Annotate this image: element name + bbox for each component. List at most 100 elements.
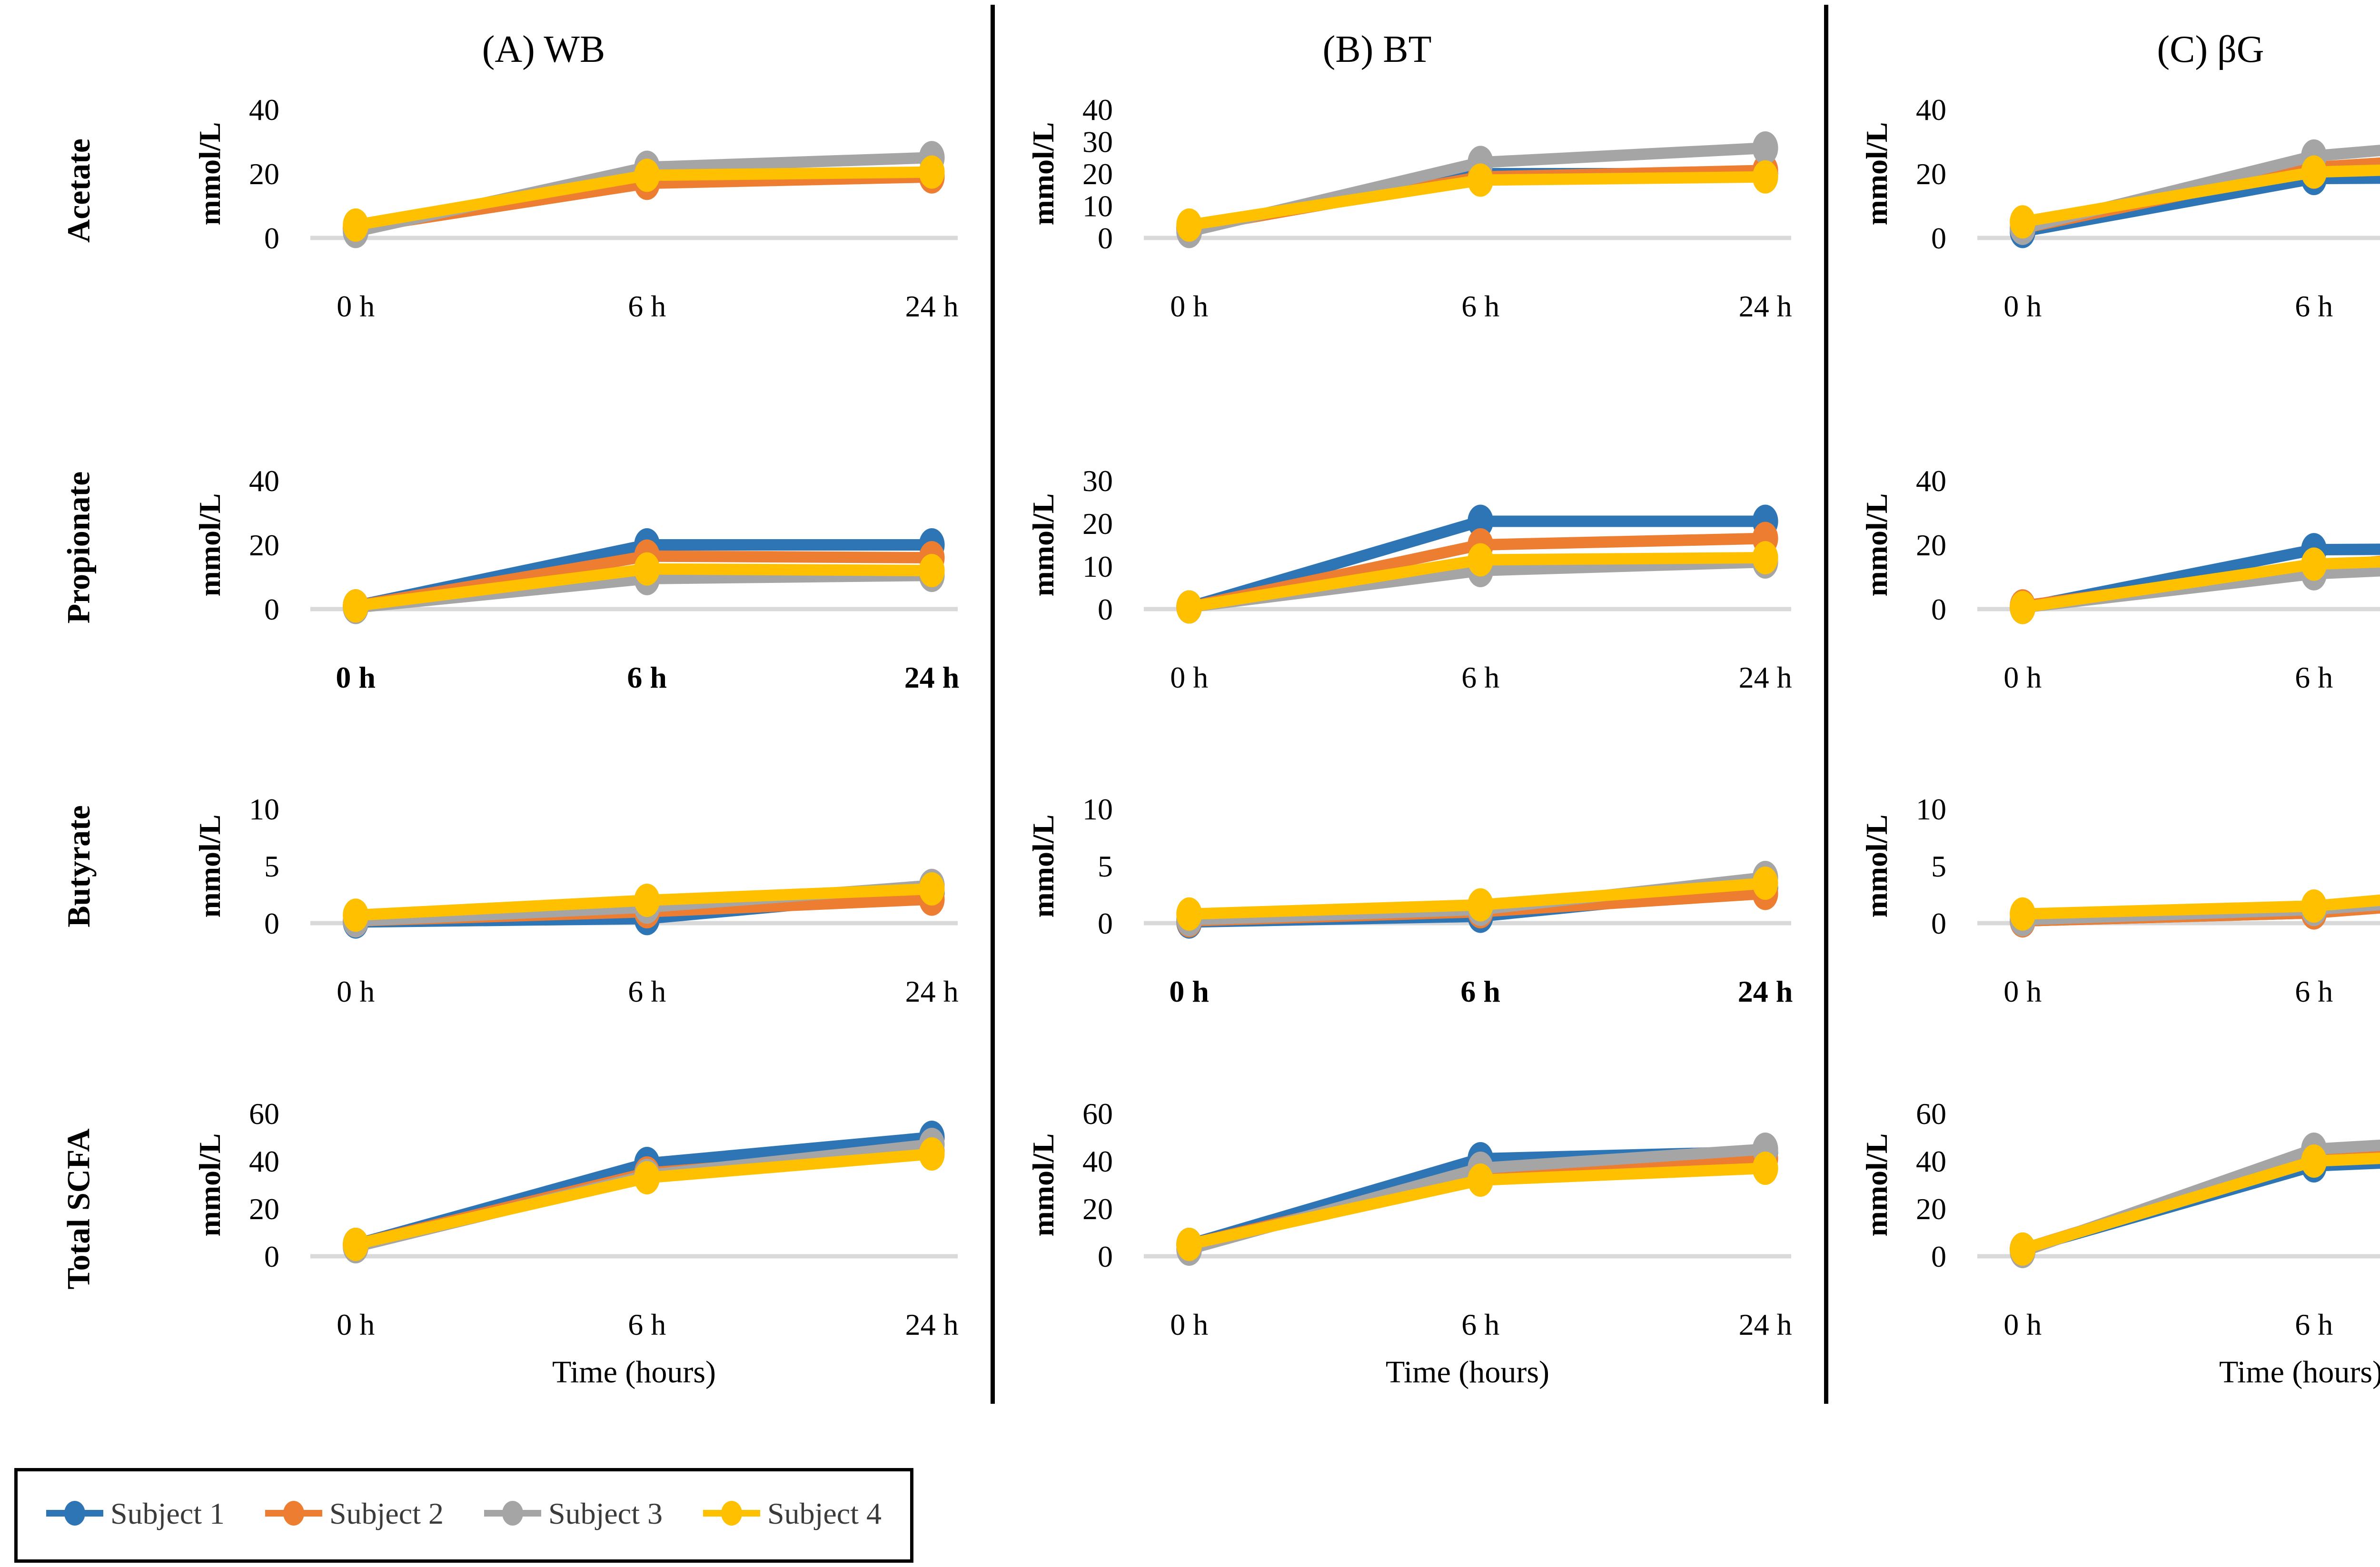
legend-label: Subject 3 <box>548 1497 663 1530</box>
y-tick-label: 20 <box>1916 1192 1946 1226</box>
series-marker-subject-4 <box>1176 590 1202 624</box>
x-tick-label: 6 h <box>628 1308 666 1341</box>
series-marker-subject-4 <box>634 158 660 192</box>
y-axis-label: mmol/L <box>1026 493 1060 597</box>
legend-canvas: Subject 1 Subject 2 Subject 3 Subject 4 <box>46 1497 882 1530</box>
row-label-text: Total SCFA <box>60 1128 97 1290</box>
y-axis-label: mmol/L <box>193 815 227 918</box>
series-marker-subject-4 <box>634 884 660 917</box>
series-marker-subject-4 <box>2010 897 2036 931</box>
legend-item-subject-3: Subject 3 <box>484 1497 663 1530</box>
y-tick-label: 0 <box>264 1240 279 1273</box>
y-axis-label: mmol/L <box>1860 493 1894 597</box>
y-tick-label: 5 <box>264 849 279 883</box>
row-label-propionate: Propionate <box>0 381 157 714</box>
y-tick-label: 60 <box>1082 1097 1113 1131</box>
series-marker-subject-4 <box>1176 208 1202 242</box>
series-marker-subject-4 <box>1176 1228 1202 1261</box>
series-marker-subject-4 <box>343 589 369 623</box>
x-tick-label: 0 h <box>337 975 375 1008</box>
x-tick-label: 0 h <box>337 1308 375 1341</box>
y-tick-label: 40 <box>1916 1144 1946 1178</box>
chart-butyrate-wb: 0 5 10 mmol/L 0 h 6 h 24 h <box>193 792 959 1008</box>
legend-item-subject-4: Subject 4 <box>703 1497 882 1530</box>
x-tick-label: 6 h <box>1460 975 1500 1008</box>
y-tick-label: 20 <box>1916 157 1946 191</box>
y-tick-label: 5 <box>1098 849 1113 883</box>
row-label-total-scfa: Total SCFA <box>0 1018 157 1399</box>
y-axis-label: mmol/L <box>1860 122 1894 226</box>
y-tick-label: 40 <box>249 1144 279 1178</box>
series-marker-subject-4 <box>1468 543 1494 577</box>
y-tick-label: 20 <box>1916 528 1946 562</box>
y-tick-label: 40 <box>249 464 279 498</box>
panel-divider <box>1824 5 1828 1404</box>
x-tick-label: 6 h <box>2295 660 2333 694</box>
y-axis-label: mmol/L <box>193 1133 227 1237</box>
chart-total-scfa-wb: 0 20 40 60 mmol/L 0 h 6 h 24 h Time (hours) <box>193 1097 959 1390</box>
x-tick-label: 24 h <box>904 660 960 694</box>
series-marker-subject-4 <box>634 1161 660 1194</box>
y-tick-label: 60 <box>249 1097 279 1131</box>
y-axis-label: mmol/L <box>1860 815 1894 918</box>
series-marker-subject-4 <box>2010 205 2036 239</box>
x-tick-label: 24 h <box>1739 289 1792 323</box>
y-tick-label: 10 <box>1082 189 1113 223</box>
chart-title: (C) βG <box>2157 29 2264 70</box>
chart-title: (B) BT <box>1323 29 1432 70</box>
y-axis-label: mmol/L <box>193 122 227 226</box>
row-label-text: Butyrate <box>60 805 97 927</box>
y-axis-label: mmol/L <box>1026 122 1060 226</box>
y-tick-label: 0 <box>264 907 279 940</box>
legend-item-subject-2: Subject 2 <box>265 1497 444 1530</box>
y-tick-label: 0 <box>1931 907 1946 940</box>
y-tick-label: 20 <box>1082 1192 1113 1226</box>
x-axis-label: Time (hours) <box>2219 1355 2380 1390</box>
x-tick-label: 6 h <box>2295 975 2333 1008</box>
y-tick-label: 10 <box>1082 792 1113 826</box>
series-marker-subject-4 <box>1468 163 1494 197</box>
y-tick-label: 0 <box>264 592 279 626</box>
y-tick-label: 20 <box>1082 507 1113 541</box>
y-tick-label: 0 <box>1931 592 1946 626</box>
series-marker-subject-4 <box>2010 591 2036 624</box>
series-marker-subject-4 <box>1176 897 1202 931</box>
legend: Subject 1 Subject 2 Subject 3 Subject 4 <box>14 1468 913 1563</box>
y-tick-label: 0 <box>1098 907 1113 940</box>
y-tick-label: 40 <box>249 93 279 127</box>
series-marker-subject-4 <box>1752 160 1778 194</box>
y-tick-label: 20 <box>249 528 279 562</box>
y-tick-label: 40 <box>1082 1144 1113 1178</box>
chart-propionate-bt: 0 10 20 30 mmol/L 0 h 6 h 24 h <box>1026 464 1792 694</box>
y-tick-label: 10 <box>1082 550 1113 583</box>
row-label-butyrate: Butyrate <box>0 723 157 1009</box>
x-tick-label: 0 h <box>1170 660 1208 694</box>
x-tick-label: 6 h <box>628 289 666 323</box>
y-tick-label: 40 <box>1082 93 1113 127</box>
series-marker-subject-4 <box>343 208 369 242</box>
chart-butyrate-bt: 0 5 10 mmol/L 0 h 6 h 24 h <box>1026 792 1793 1008</box>
row-label-text: Propionate <box>60 471 97 623</box>
y-tick-label: 10 <box>249 792 279 826</box>
x-tick-label: 24 h <box>1738 975 1793 1008</box>
x-tick-label: 6 h <box>2295 289 2333 323</box>
x-tick-label: 0 h <box>2003 1308 2042 1341</box>
x-tick-label: 24 h <box>905 289 959 323</box>
series-marker-subject-4 <box>2301 547 2327 581</box>
series-marker-subject-4 <box>343 1228 369 1261</box>
series-marker-subject-3 <box>1752 131 1778 165</box>
x-tick-label: 24 h <box>905 975 959 1008</box>
x-tick-label: 0 h <box>1170 1308 1208 1341</box>
x-tick-label: 0 h <box>336 660 376 694</box>
y-tick-label: 60 <box>1916 1097 1946 1131</box>
series-marker-subject-4 <box>1752 867 1778 900</box>
series-marker-subject-4 <box>919 554 945 587</box>
series-marker-subject-4 <box>2301 889 2327 923</box>
series-marker-subject-4 <box>919 1137 945 1171</box>
y-tick-label: 0 <box>264 221 279 255</box>
series-marker-subject-4 <box>919 872 945 906</box>
x-tick-label: 0 h <box>2003 975 2042 1008</box>
